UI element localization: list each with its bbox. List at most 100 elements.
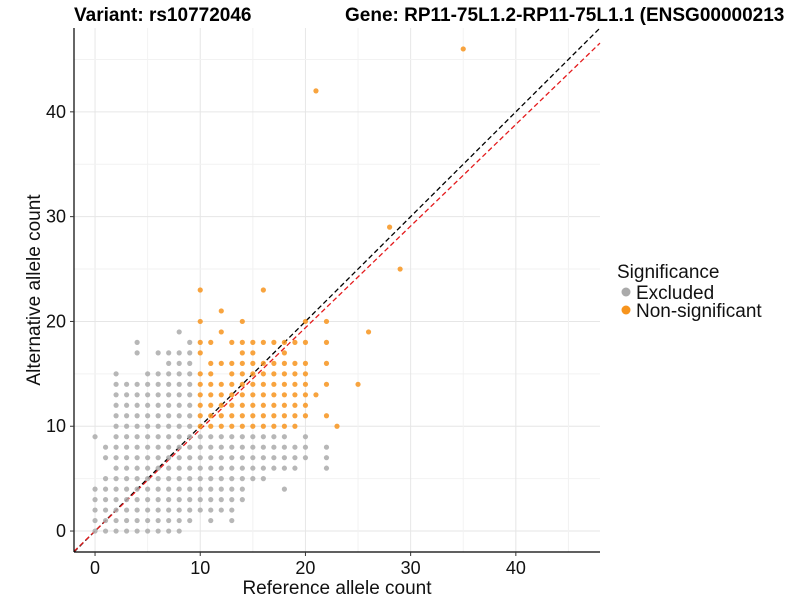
data-point-excluded	[260, 455, 266, 461]
reference-line-fit	[73, 42, 601, 552]
data-point-non-significant	[355, 381, 361, 387]
data-point-excluded	[176, 392, 182, 398]
data-point-excluded	[92, 497, 98, 503]
data-point-excluded	[166, 528, 172, 534]
data-point-non-significant	[313, 88, 319, 94]
data-point-excluded	[134, 402, 140, 408]
data-point-excluded	[145, 517, 151, 524]
data-point-excluded	[102, 497, 109, 503]
data-point-excluded	[260, 465, 266, 471]
x-axis-title: Reference allele count	[242, 578, 432, 599]
data-point-excluded	[92, 434, 98, 440]
data-point-excluded	[271, 444, 277, 450]
data-point-excluded	[124, 434, 130, 440]
data-point-excluded	[208, 444, 214, 450]
data-point-excluded	[187, 360, 193, 366]
data-point-excluded	[124, 497, 130, 503]
data-point-non-significant	[229, 371, 235, 377]
data-point-excluded	[134, 423, 140, 429]
data-point-excluded	[155, 476, 161, 482]
data-point-non-significant	[197, 423, 203, 429]
data-point-non-significant	[218, 381, 224, 387]
data-point-excluded	[239, 455, 245, 461]
data-point-excluded	[134, 444, 140, 450]
data-point-excluded	[176, 497, 182, 503]
data-point-non-significant	[281, 392, 287, 398]
data-point-non-significant	[208, 423, 214, 429]
data-point-non-significant	[271, 339, 277, 345]
data-point-excluded	[176, 360, 182, 366]
y-axis-ticks: 0 10 20 30 40	[46, 102, 74, 541]
grid-lines	[74, 28, 600, 552]
data-point-non-significant	[334, 423, 340, 429]
data-point-excluded	[113, 528, 119, 534]
data-point-non-significant	[218, 423, 224, 429]
data-point-non-significant	[302, 381, 309, 387]
data-point-excluded	[187, 402, 193, 408]
x-tick-label: 10	[190, 558, 210, 578]
data-point-excluded	[124, 392, 130, 398]
data-point-excluded	[176, 402, 182, 408]
data-point-excluded	[155, 434, 161, 440]
data-point-non-significant	[197, 371, 203, 377]
data-point-non-significant	[302, 392, 309, 398]
data-point-non-significant	[208, 381, 214, 387]
data-point-excluded	[124, 507, 130, 513]
data-point-excluded	[292, 465, 298, 471]
data-point-excluded	[197, 465, 203, 471]
y-tick-label: 10	[46, 416, 66, 436]
data-point-non-significant	[218, 308, 224, 314]
data-point-non-significant	[271, 413, 277, 419]
y-tick-label: 40	[46, 102, 66, 122]
data-point-excluded	[145, 528, 151, 534]
data-point-excluded	[176, 329, 182, 335]
data-point-excluded	[155, 497, 161, 503]
data-point-non-significant	[239, 350, 245, 356]
data-point-excluded	[197, 486, 203, 492]
data-point-excluded	[134, 507, 140, 513]
reference-line-identity	[73, 27, 601, 553]
data-point-excluded	[229, 465, 235, 471]
data-point-excluded	[176, 444, 182, 450]
data-point-excluded	[260, 444, 266, 450]
data-point-excluded	[197, 507, 203, 513]
data-point-non-significant	[292, 381, 298, 387]
data-point-non-significant	[281, 402, 287, 408]
data-point-excluded	[155, 350, 161, 356]
data-point-non-significant	[292, 339, 298, 345]
data-point-excluded	[187, 350, 193, 356]
data-point-excluded	[124, 423, 130, 429]
data-point-excluded	[323, 444, 330, 450]
legend-label-non-significant: Non-significant	[636, 301, 762, 322]
data-point-excluded	[155, 517, 161, 524]
data-point-non-significant	[323, 413, 330, 419]
data-point-excluded	[102, 507, 109, 513]
data-point-excluded	[113, 507, 119, 513]
data-point-non-significant	[260, 287, 266, 293]
data-point-excluded	[145, 392, 151, 398]
data-point-non-significant	[260, 402, 266, 408]
data-point-excluded	[239, 444, 245, 450]
data-point-excluded	[92, 517, 98, 524]
data-point-excluded	[113, 517, 119, 524]
data-point-excluded	[155, 486, 161, 492]
data-point-excluded	[166, 465, 172, 471]
y-tick-label: 0	[56, 521, 66, 541]
data-point-non-significant	[313, 392, 319, 398]
data-point-non-significant	[302, 360, 309, 366]
data-point-excluded	[281, 465, 287, 471]
data-point-excluded	[208, 517, 214, 524]
data-point-excluded	[208, 455, 214, 461]
data-point-non-significant	[239, 413, 245, 419]
data-point-excluded	[292, 444, 298, 450]
data-point-non-significant	[208, 392, 214, 398]
data-point-excluded	[229, 486, 235, 492]
data-point-excluded	[187, 381, 193, 387]
data-point-excluded	[166, 455, 172, 461]
data-point-excluded	[176, 371, 182, 377]
data-point-non-significant	[302, 339, 309, 345]
data-point-non-significant	[218, 402, 224, 408]
data-point-non-significant	[229, 360, 235, 366]
data-point-excluded	[187, 339, 193, 345]
data-point-excluded	[166, 497, 172, 503]
